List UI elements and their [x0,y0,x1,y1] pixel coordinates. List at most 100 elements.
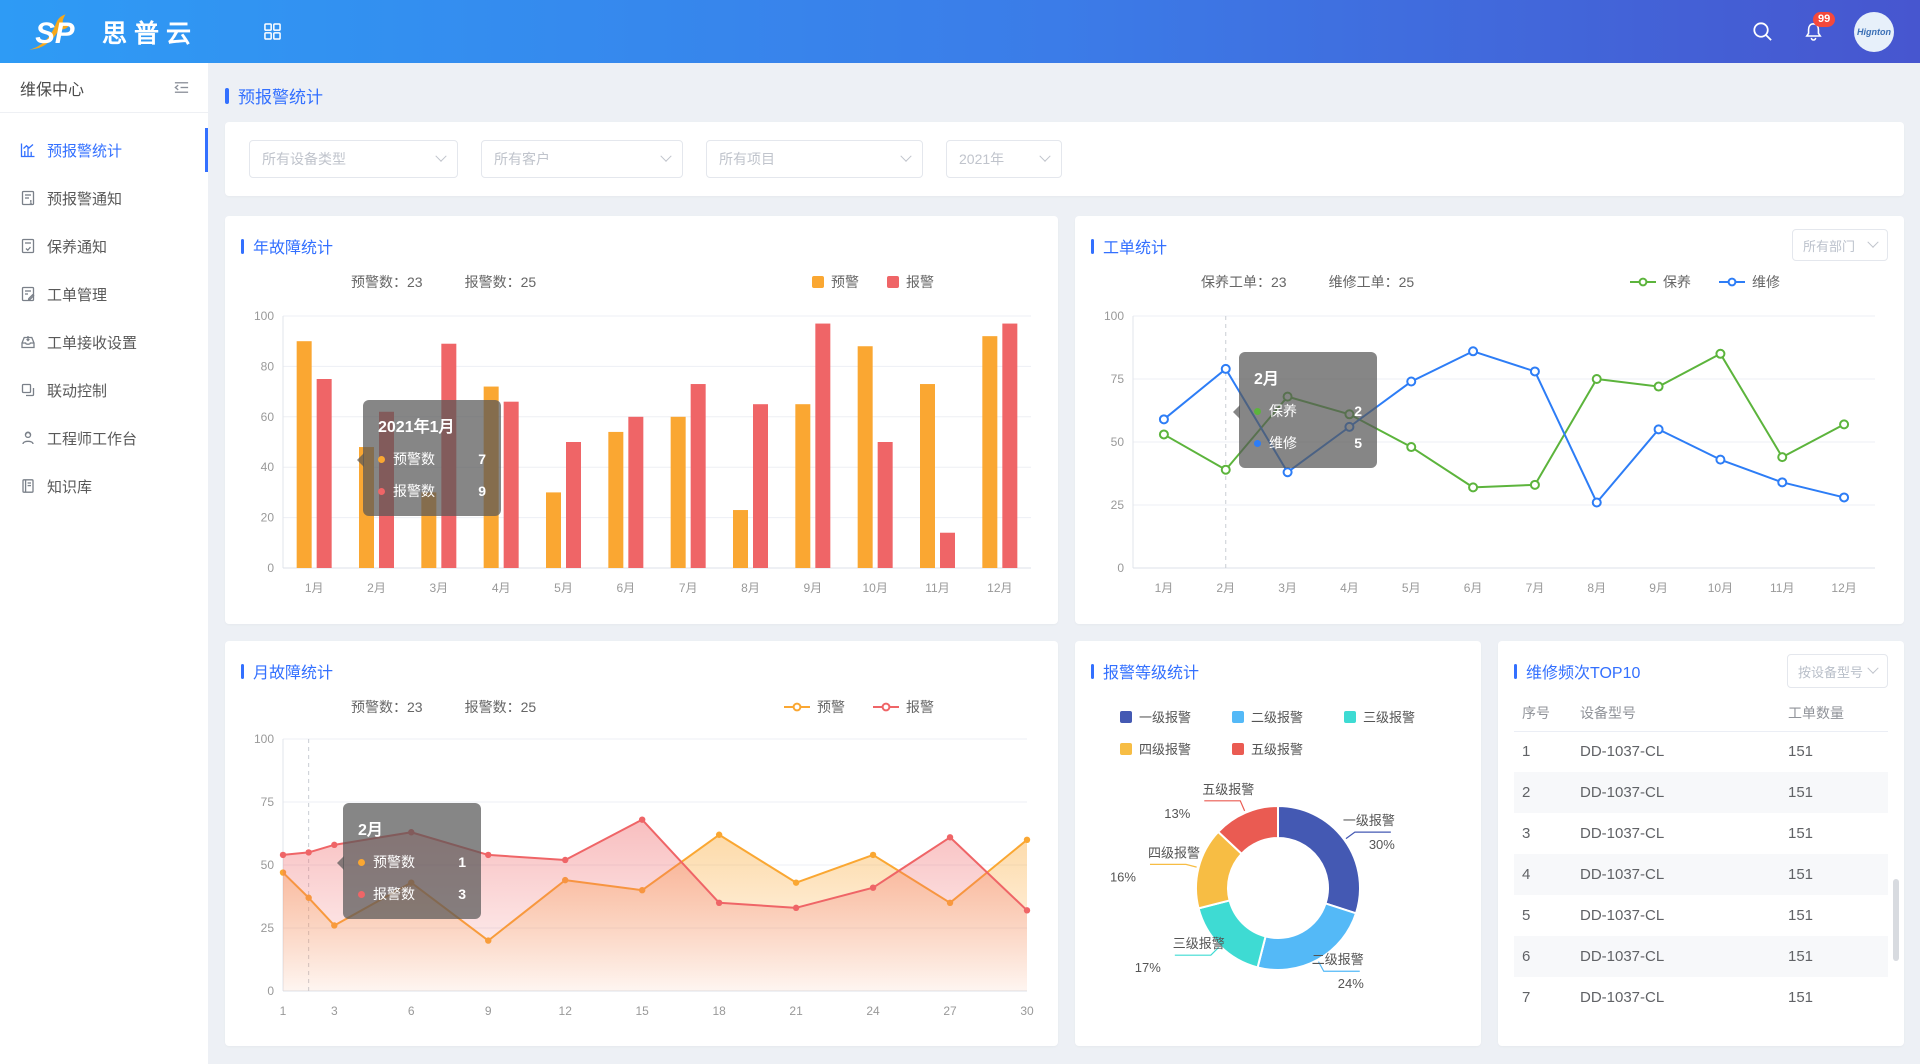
filter-customer[interactable]: 所有客户 [481,140,683,178]
table-cell: 7 [1522,989,1531,1006]
sidebar-item-alarm-notice[interactable]: 预报警通知 [0,174,208,222]
bar-chart-svg: 0 20 40 60 80 100 1月 2月 3月 4月 5月 6月 7月 8月 9月 10月 11月 12月 [254,309,1031,595]
chart-legend: 保养 维修 [1630,272,1780,292]
table-row: 5 DD-1037-CL 151 [1514,895,1888,936]
svg-text:五级报警: 五级报警 [1202,782,1254,797]
svg-text:15: 15 [635,1004,649,1018]
svg-text:3: 3 [331,1004,338,1018]
svg-text:1月: 1月 [1155,581,1174,595]
search-icon[interactable] [1752,21,1773,42]
legend-maintain[interactable]: 保养 [1630,272,1691,292]
svg-text:100: 100 [1104,309,1124,323]
sidebar-item-label: 工程师工作台 [47,430,138,448]
chevron-down-icon [1867,236,1879,248]
chart-legend: 预警 报警 [812,272,934,292]
legend-swatch [1232,742,1244,755]
svg-text:5月: 5月 [554,581,573,595]
year-fault-chart[interactable]: 0 20 40 60 80 100 1月 2月 3月 4月 5月 6月 7月 8月 9月 10月 11月 12月 … [241,300,1042,607]
svg-text:1月: 1月 [305,581,324,595]
avatar[interactable]: Hignton [1854,11,1894,52]
legend-一级报警[interactable]: 一级报警 [1120,707,1212,726]
notification-bell-icon[interactable]: 99 [1803,12,1836,42]
sidebar-title: 维保中心 [20,81,85,99]
filter-year[interactable]: 2021年 [946,140,1062,178]
sidebar-item-engineer-workbench[interactable]: 工程师工作台 [0,414,208,462]
svg-text:三级报警: 三级报警 [1173,936,1225,951]
svg-text:6月: 6月 [1464,581,1483,595]
svg-text:17%: 17% [1135,960,1161,975]
legend-三级报警[interactable]: 三级报警 [1344,707,1436,726]
svg-text:9月: 9月 [803,581,822,595]
sidebar-item-alarm-stats[interactable]: 预报警统计 [0,126,208,174]
svg-text:3月: 3月 [429,581,448,595]
collapse-sidebar-icon[interactable] [173,79,190,96]
engineer-icon [20,430,36,446]
filter-bar: 所有设备类型 所有客户 所有项目 2021年 [225,122,1904,196]
legend-四级报警[interactable]: 四级报警 [1120,739,1212,758]
legend-alarm[interactable]: 报警 [887,272,934,292]
card-title: 年故障统计 [241,234,1042,258]
area-chart-svg: 0 25 50 75 100 1 3 6 9 12 15 18 21 24 27 30 [254,732,1034,1018]
top-header: SP 思普云 99 Hignton [0,0,1920,63]
sidebar-item-knowledge-base[interactable]: 知识库 [0,462,208,510]
filter-project[interactable]: 所有项目 [706,140,923,178]
svg-text:4月: 4月 [492,581,511,595]
table-cell: DD-1037-CL [1580,743,1665,761]
svg-text:24: 24 [866,1004,880,1018]
legend-warning[interactable]: 预警 [784,697,845,717]
legend-repair[interactable]: 维修 [1719,272,1780,292]
work-order-chart[interactable]: 0 25 50 75 100 1月 2月 3月 4月 5月 6月 7月 8月 9月 10月 11月 12月 2月… [1091,300,1888,607]
svg-text:80: 80 [261,359,275,373]
check-doc-icon [20,238,36,254]
card-work-order: 工单统计 所有部门 保养工单： 23 维修工单： 25 保养 维修 [1075,216,1904,624]
legend-swatch [1120,710,1132,723]
table-row: 1 DD-1037-CL 151 [1514,731,1888,772]
table-scrollbar[interactable] [1893,879,1899,961]
line-chart-svg: 0 25 50 75 100 1月 2月 3月 4月 5月 6月 7月 8月 9月 10月 11月 12月 [1104,309,1875,595]
svg-text:3月: 3月 [1278,581,1297,595]
sidebar-item-label: 工单接收设置 [47,334,138,352]
svg-text:100: 100 [254,309,274,323]
apps-grid-icon[interactable] [264,23,281,40]
main-content: 预报警统计 所有设备类型 所有客户 所有项目 2021年 年故障统计 预警数： 2… [208,63,1920,1064]
month-fault-chart[interactable]: 0 25 50 75 100 1 3 6 9 12 15 18 21 24 27 30 2月 预警数 1 报警数… [241,725,1042,1030]
chevron-down-icon [435,150,447,162]
department-filter[interactable]: 所有部门 [1792,229,1888,261]
linked-squares-icon [20,382,36,398]
svg-text:二级报警: 二级报警 [1312,952,1364,967]
legend-swatch [1344,710,1356,723]
brand-name: 思普云 [102,19,199,48]
table-cell: 151 [1788,866,1814,883]
device-model-sort-button[interactable]: 按设备型号 [1786,654,1888,688]
filter-device-type[interactable]: 所有设备类型 [249,140,458,178]
table-row: 3 DD-1037-CL 151 [1514,813,1888,854]
page-title: 预报警统计 [225,83,1904,108]
legend-五级报警[interactable]: 五级报警 [1232,739,1324,758]
legend-swatch [1719,277,1745,287]
table-row: 7 DD-1037-CL 151 [1514,977,1888,1018]
donut-chart-svg: 一级报警 30% 二级报警 24% 三级报警 17% 四级报警 16% 五级报警 13% [1110,782,1395,991]
svg-text:25: 25 [261,921,275,935]
svg-text:18: 18 [712,1004,726,1018]
chart-stats: 预警数： 23 报警数： 25 预警 报警 [351,697,934,717]
legend-swatch [812,276,824,288]
chart-legend: 预警 报警 [784,697,934,717]
sidebar-item-work-order[interactable]: 工单管理 [0,270,208,318]
chevron-down-icon [660,150,672,162]
sidebar-item-maintain-notice[interactable]: 保养通知 [0,222,208,270]
table-row: 6 DD-1037-CL 151 [1514,936,1888,977]
legend-alarm[interactable]: 报警 [873,697,934,717]
svg-text:1: 1 [280,1004,287,1018]
chevron-down-icon [1867,662,1879,674]
legend-二级报警[interactable]: 二级报警 [1232,707,1324,726]
sidebar-item-order-receive[interactable]: 工单接收设置 [0,318,208,366]
svg-text:10月: 10月 [1708,581,1733,595]
logo-text: SP [35,16,75,49]
svg-text:16%: 16% [1110,869,1136,884]
legend-warning[interactable]: 预警 [812,272,859,292]
svg-text:4月: 4月 [1340,581,1359,595]
table-header-cell: 工单数量 [1780,695,1888,732]
svg-text:10月: 10月 [862,581,887,595]
alarm-level-chart[interactable]: 一级报警 30% 二级报警 24% 三级报警 17% 四级报警 16% 五级报警 13% [1091,760,1465,1023]
sidebar-item-linkage-control[interactable]: 联动控制 [0,366,208,414]
